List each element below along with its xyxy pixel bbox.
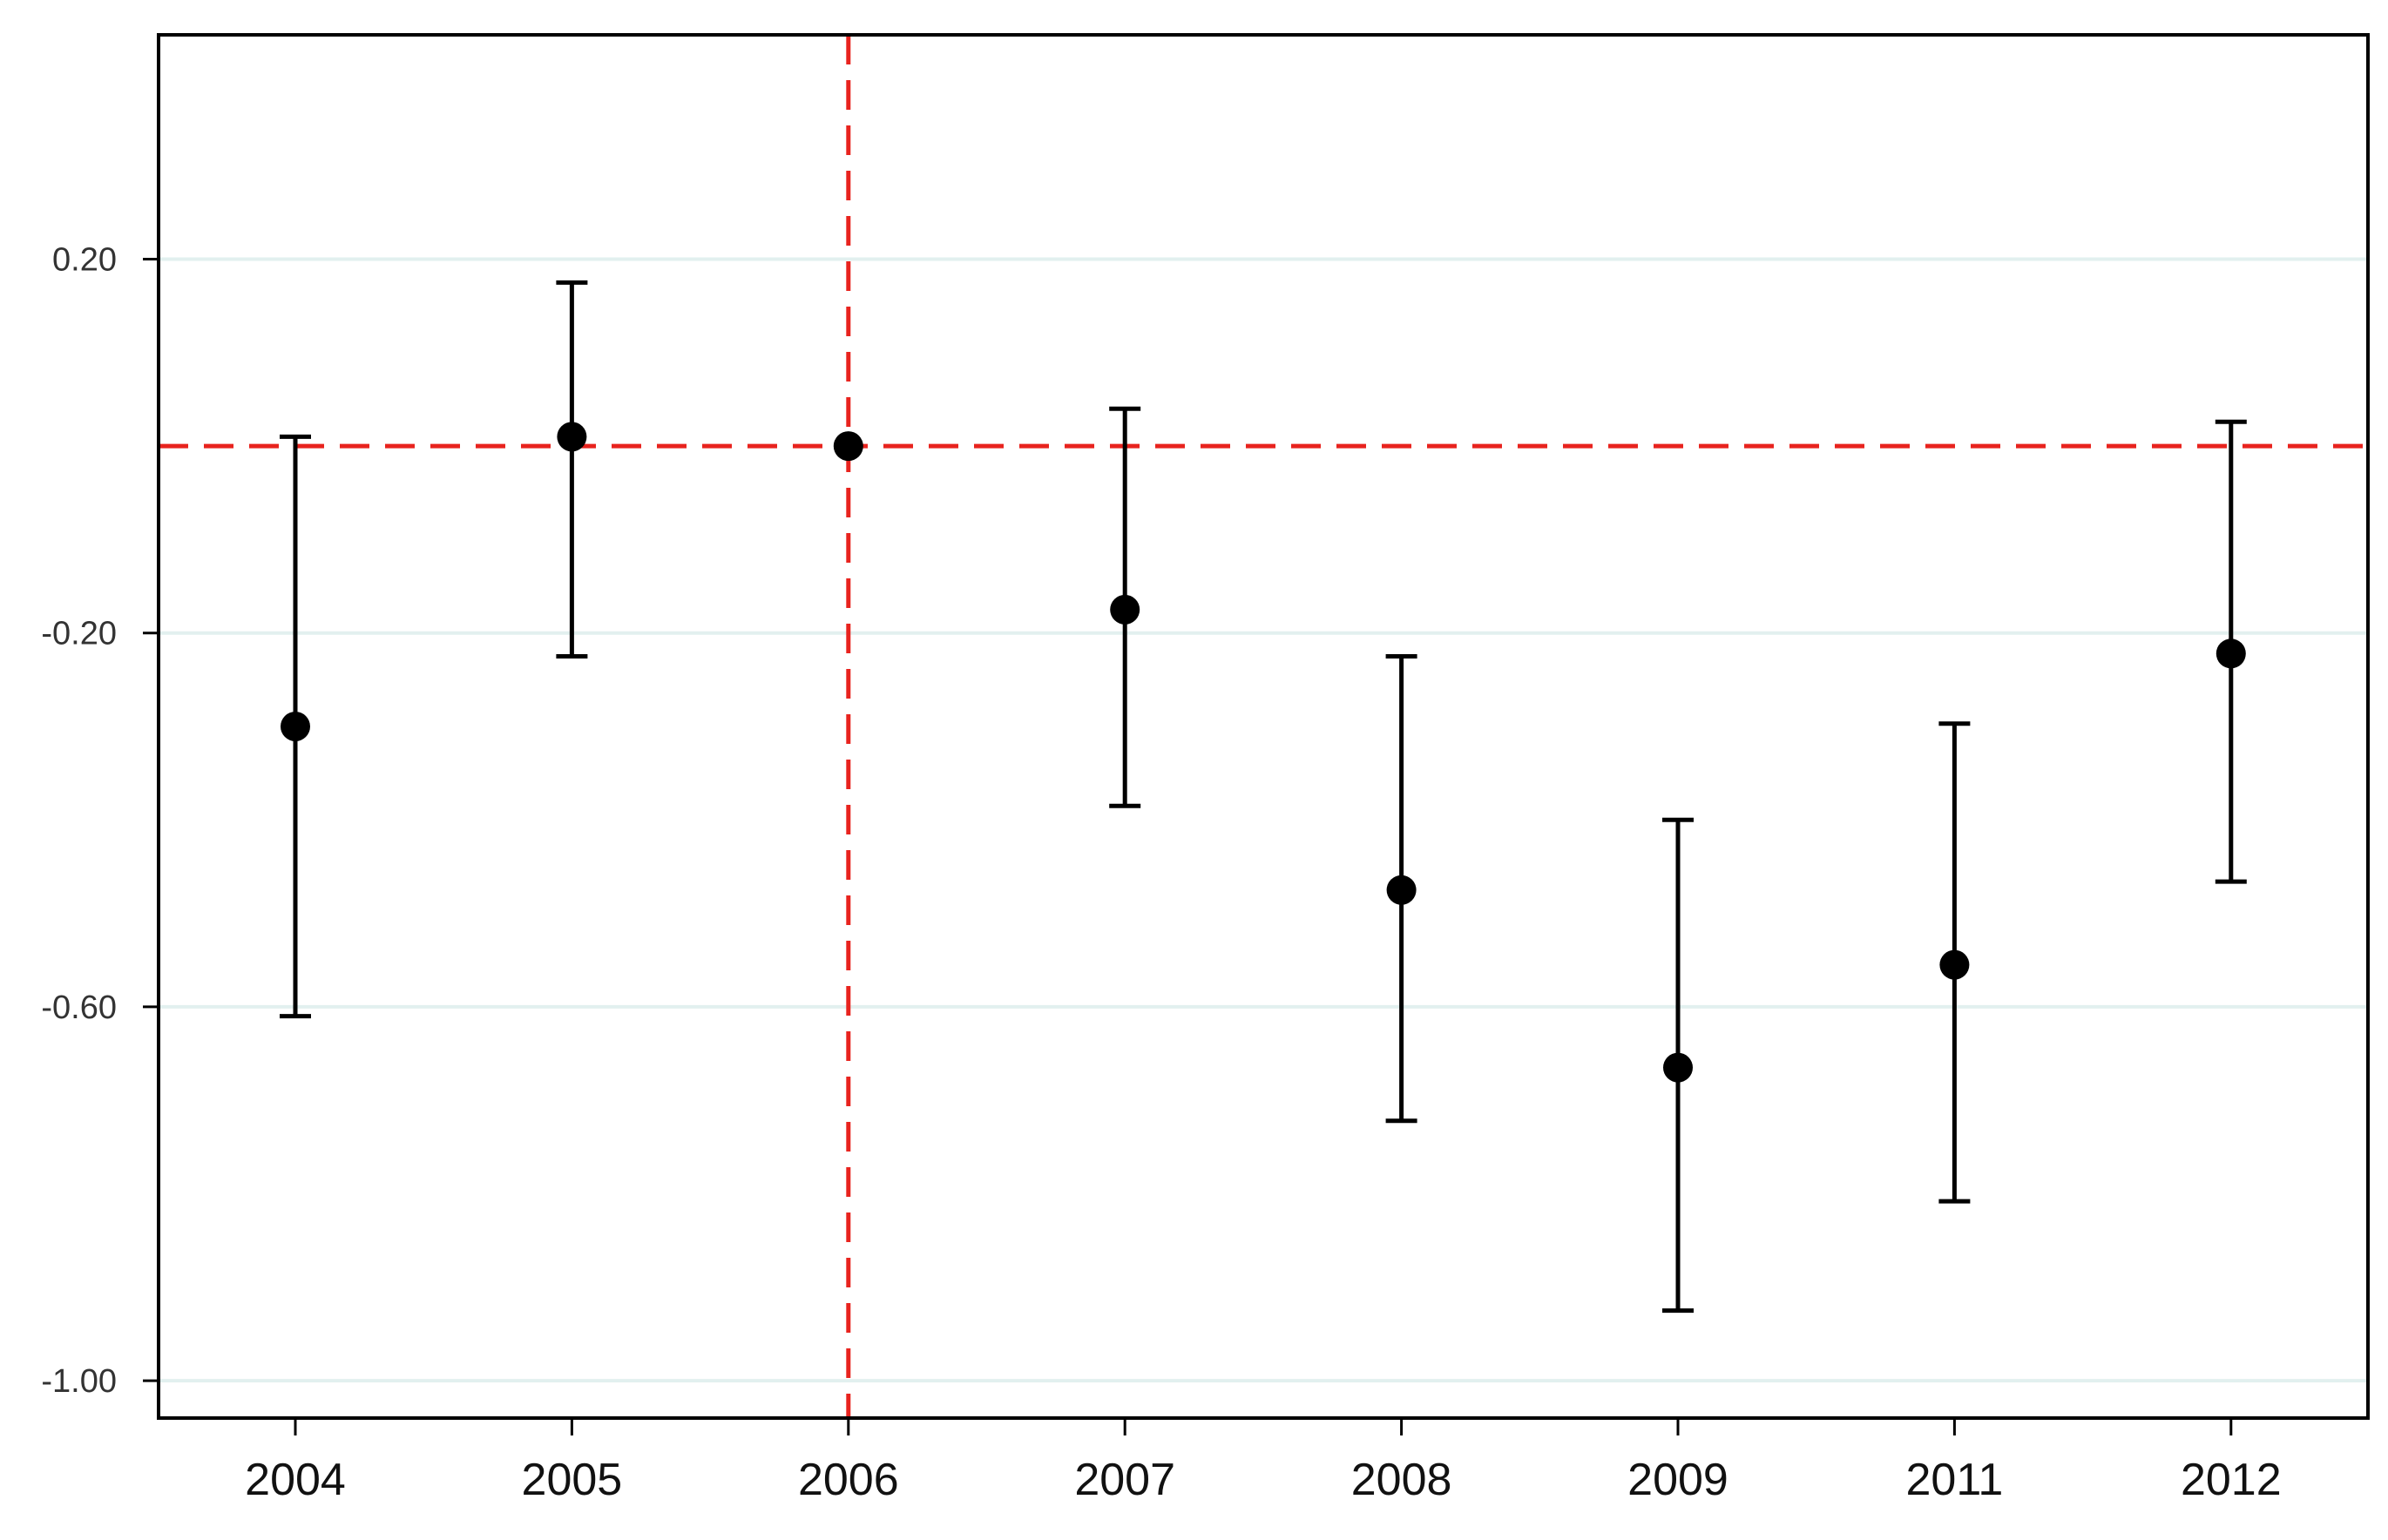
x-tick-label: 2008 <box>1351 1455 1452 1505</box>
gridlines <box>159 257 2368 1383</box>
plot-frame <box>157 33 2370 1420</box>
x-tick-label: 2012 <box>2181 1455 2282 1505</box>
data-point <box>1663 1052 1693 1083</box>
y-tick-label: -1.00 <box>41 1363 117 1400</box>
data-point <box>1939 949 1970 980</box>
y-axis: 0.20 -0.20 -0.60 -1.00 <box>41 242 159 1400</box>
data-point <box>1110 594 1140 625</box>
x-tick-label: 2006 <box>798 1455 899 1505</box>
x-tick-label: 2004 <box>245 1455 346 1505</box>
x-tick-label: 2007 <box>1074 1455 1175 1505</box>
x-tick-label: 2011 <box>1905 1455 2003 1505</box>
data-point <box>2215 638 2246 669</box>
x-axis: 2004 2005 2006 2007 2008 2009 2011 2012 <box>245 1418 2282 1505</box>
data-point <box>557 422 587 452</box>
y-tick-label: -0.60 <box>41 990 117 1026</box>
reference-lines <box>159 35 2368 1418</box>
data-marks <box>280 280 2247 1314</box>
data-point <box>1386 875 1417 905</box>
data-point <box>281 712 310 741</box>
x-tick-label: 2005 <box>522 1455 623 1505</box>
y-tick-label: -0.20 <box>41 616 117 652</box>
x-tick-label: 2009 <box>1627 1455 1728 1505</box>
y-tick-label: 0.20 <box>52 242 117 279</box>
data-point <box>833 431 863 462</box>
